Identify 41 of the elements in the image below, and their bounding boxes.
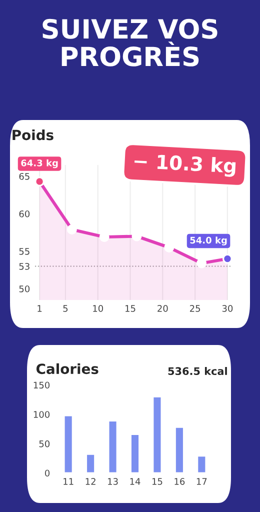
text: 536.5 kcal (168, 367, 227, 376)
y-tick-label: 100 (34, 411, 50, 418)
y-tick-label: 65 (19, 172, 30, 180)
point (222, 254, 232, 264)
x-tick-label: 30 (222, 305, 233, 312)
x-tick-label: 11 (64, 478, 74, 485)
y-tick-label: 60 (19, 210, 30, 218)
x-tick-label: 15 (152, 478, 162, 485)
bar (108, 420, 118, 473)
y-tick-label: 50 (19, 285, 30, 292)
bar (196, 455, 207, 473)
bar (130, 434, 140, 473)
annotation: − 10.3 kg (134, 152, 236, 178)
data-label: 64.3 kg (21, 159, 58, 168)
x-tick-label: 15 (126, 305, 136, 312)
y-tick-label: 50 (39, 440, 50, 448)
y-tick-label: 55 (19, 248, 30, 255)
point (35, 176, 45, 186)
bar (86, 454, 96, 473)
chart-title: Poids (12, 129, 54, 140)
chart-title: Calories (36, 363, 98, 374)
y-tick-label: 150 (34, 382, 50, 389)
x-tick-label: 10 (93, 305, 104, 312)
text: SUIVEZ VOS PROGRÈS (42, 18, 218, 66)
data-label: 54.0 kg (190, 236, 227, 246)
y-tick-label: 53 (19, 262, 30, 270)
x-tick-label: 16 (174, 478, 185, 485)
x-tick-label: 25 (190, 305, 200, 312)
bar (174, 426, 184, 473)
point (66, 224, 77, 234)
bar (63, 414, 74, 473)
x-tick-label: 17 (196, 478, 207, 485)
point (196, 258, 207, 268)
x-tick-label: 12 (86, 478, 96, 485)
x-tick-label: 14 (130, 478, 140, 485)
x-tick-label: 1 (38, 305, 42, 312)
x-tick-label: 20 (158, 305, 168, 312)
x-tick-label: 13 (108, 478, 118, 485)
x-tick-label: 5 (63, 305, 68, 312)
y-tick-label: 0 (44, 470, 50, 477)
bar (152, 396, 162, 473)
